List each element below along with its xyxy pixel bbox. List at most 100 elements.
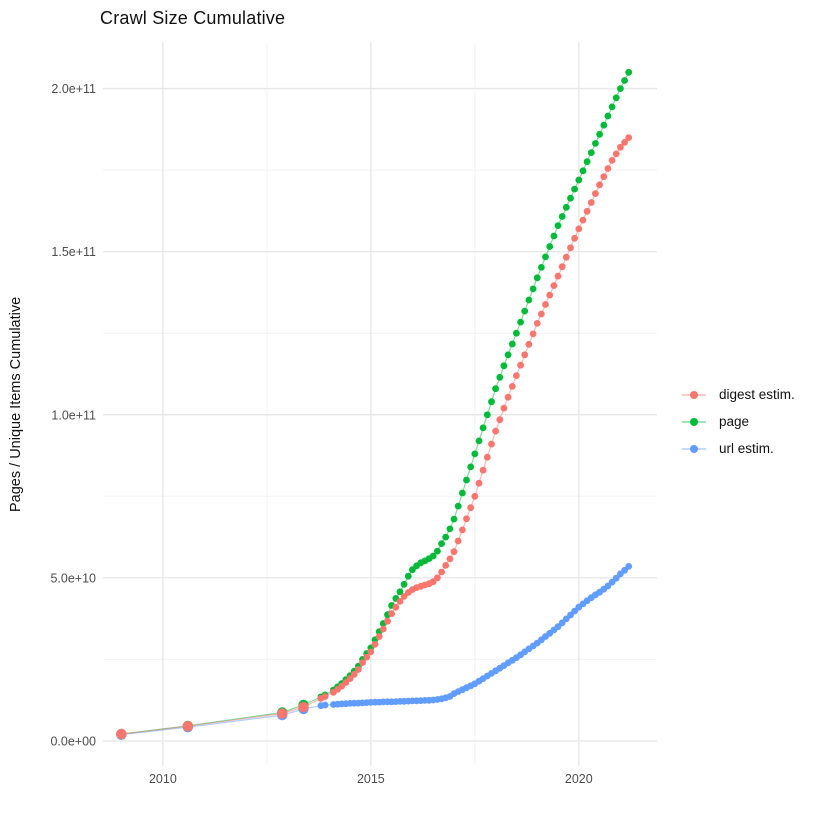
data-point <box>579 216 587 224</box>
data-point <box>488 398 495 406</box>
data-point <box>550 232 558 240</box>
data-point <box>575 176 583 184</box>
legend-item-url-estim: url estim. <box>681 435 795 462</box>
y-tick-label: 5.0e+10 <box>50 571 96 585</box>
data-point <box>538 264 545 271</box>
data-point <box>298 701 309 713</box>
data-point <box>350 671 358 678</box>
data-point <box>592 190 599 198</box>
data-point <box>479 424 487 432</box>
data-point <box>277 708 288 719</box>
data-point <box>492 385 499 393</box>
data-point <box>583 158 591 166</box>
data-point <box>463 476 470 484</box>
data-point <box>392 603 400 611</box>
data-point <box>617 143 624 151</box>
data-point <box>488 440 495 448</box>
data-point <box>608 103 616 111</box>
legend: digest estim. page url estim. <box>681 381 795 462</box>
data-point <box>492 427 499 435</box>
x-tick-label: 2015 <box>357 772 385 786</box>
data-point <box>542 253 549 261</box>
data-point <box>612 150 620 158</box>
data-point <box>600 121 608 129</box>
data-point <box>454 502 462 510</box>
data-point <box>346 675 354 682</box>
y-tick-label: 1.0e+11 <box>51 408 96 422</box>
data-point <box>579 167 587 175</box>
data-point <box>116 728 127 740</box>
data-point <box>483 453 491 461</box>
data-point <box>546 243 554 250</box>
data-point <box>429 552 437 560</box>
data-point <box>479 466 487 474</box>
data-point <box>438 540 445 547</box>
data-point <box>500 404 508 412</box>
data-point <box>521 351 529 359</box>
data-point <box>434 547 441 555</box>
legend-key-page-icon <box>682 417 706 426</box>
data-point <box>496 416 504 424</box>
data-point <box>567 244 574 252</box>
data-point <box>612 94 620 102</box>
data-point <box>525 296 533 304</box>
data-point <box>396 588 404 596</box>
data-point <box>604 112 612 120</box>
data-point <box>321 701 329 709</box>
data-point <box>517 361 524 369</box>
data-point <box>463 515 470 523</box>
chart-title: Crawl Size Cumulative <box>100 8 286 28</box>
data-point <box>533 274 541 282</box>
data-point <box>612 574 620 582</box>
data-point <box>558 263 566 271</box>
data-point <box>467 504 475 512</box>
data-point <box>546 291 554 299</box>
data-point <box>396 597 404 605</box>
series-line-3 <box>121 565 630 736</box>
legend-item-page: page <box>681 408 795 435</box>
data-point <box>475 437 483 445</box>
data-point <box>355 666 362 673</box>
data-point <box>538 310 545 318</box>
data-point <box>446 555 454 563</box>
data-point <box>554 272 562 280</box>
data-point <box>625 134 633 142</box>
data-point <box>575 225 583 233</box>
legend-item-digest-estim: digest estim. <box>681 381 795 408</box>
data-point <box>371 641 379 648</box>
data-point <box>596 181 603 189</box>
data-point <box>367 648 375 656</box>
data-point <box>587 199 595 206</box>
data-point <box>442 562 450 569</box>
legend-label-url-estim: url estim. <box>719 441 774 456</box>
data-point <box>508 383 516 390</box>
data-point <box>562 203 570 211</box>
data-point <box>384 617 391 625</box>
legend-label-page: page <box>719 414 750 429</box>
data-point <box>542 301 549 308</box>
data-point <box>608 157 616 164</box>
data-point <box>442 533 450 541</box>
data-point <box>621 139 628 146</box>
data-point <box>529 330 537 338</box>
data-point <box>438 568 445 576</box>
y-tick-label: 0.0e+00 <box>50 734 96 748</box>
data-point <box>459 526 466 534</box>
data-point <box>454 537 462 545</box>
data-point <box>592 140 599 147</box>
data-point <box>554 222 562 230</box>
data-point <box>363 653 371 661</box>
data-point <box>596 130 603 138</box>
data-point <box>625 563 633 570</box>
data-point <box>521 307 529 315</box>
data-point <box>434 574 441 582</box>
y-tick-label: 1.5e+11 <box>51 245 96 259</box>
data-point <box>513 329 520 337</box>
data-point <box>617 85 624 92</box>
data-point <box>625 68 633 76</box>
data-point <box>467 463 475 471</box>
data-point <box>446 525 454 533</box>
data-point <box>525 340 533 348</box>
data-point <box>471 450 479 458</box>
